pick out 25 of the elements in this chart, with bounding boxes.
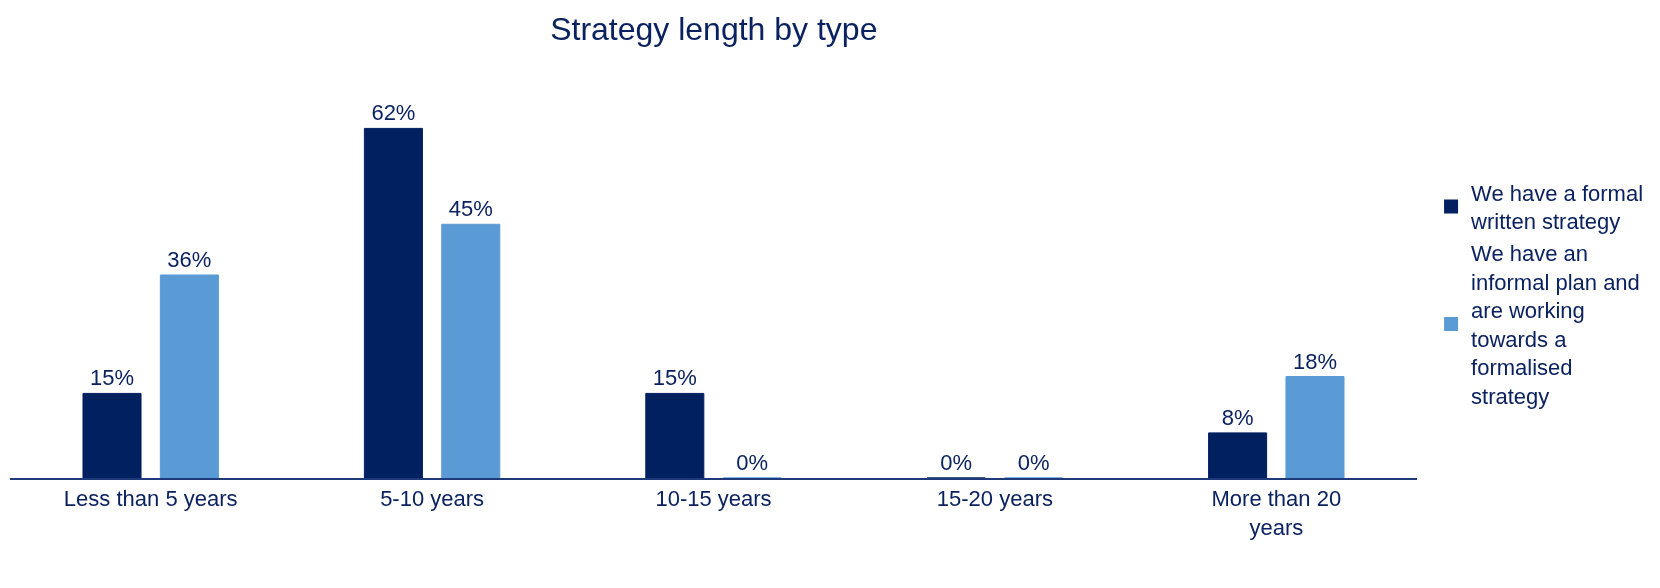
data-label: 45%: [448, 196, 493, 222]
bar: [441, 223, 501, 478]
data-label: 62%: [371, 100, 416, 126]
legend-label: We have a formal written strategy: [1470, 180, 1644, 235]
legend-label: We have an informal plan and are working towards a formalised strategy: [1471, 241, 1640, 410]
bar: [82, 392, 142, 478]
data-label: 36%: [167, 247, 212, 273]
data-label: 0%: [1017, 450, 1050, 475]
data-label: 15%: [652, 365, 697, 391]
x-tick-label: 10-15 years: [655, 486, 772, 512]
x-tick-label: More than 20 years: [1211, 486, 1342, 540]
x-tick-label: 5-10 years: [380, 486, 485, 512]
chart-title: Strategy length by type: [550, 11, 878, 48]
bar: [1285, 376, 1345, 478]
bar: [363, 127, 423, 478]
data-label: 15%: [89, 365, 135, 391]
data-label: 0%: [940, 450, 973, 475]
bar: [159, 274, 219, 478]
bar: [1208, 432, 1268, 478]
bar: [645, 392, 705, 478]
data-label: 18%: [1292, 348, 1338, 374]
x-tick-label: Less than 5 years: [63, 486, 238, 512]
data-label: 8%: [1221, 404, 1254, 430]
data-label: 0%: [736, 450, 769, 475]
x-tick-label: 15-20 years: [936, 486, 1053, 512]
